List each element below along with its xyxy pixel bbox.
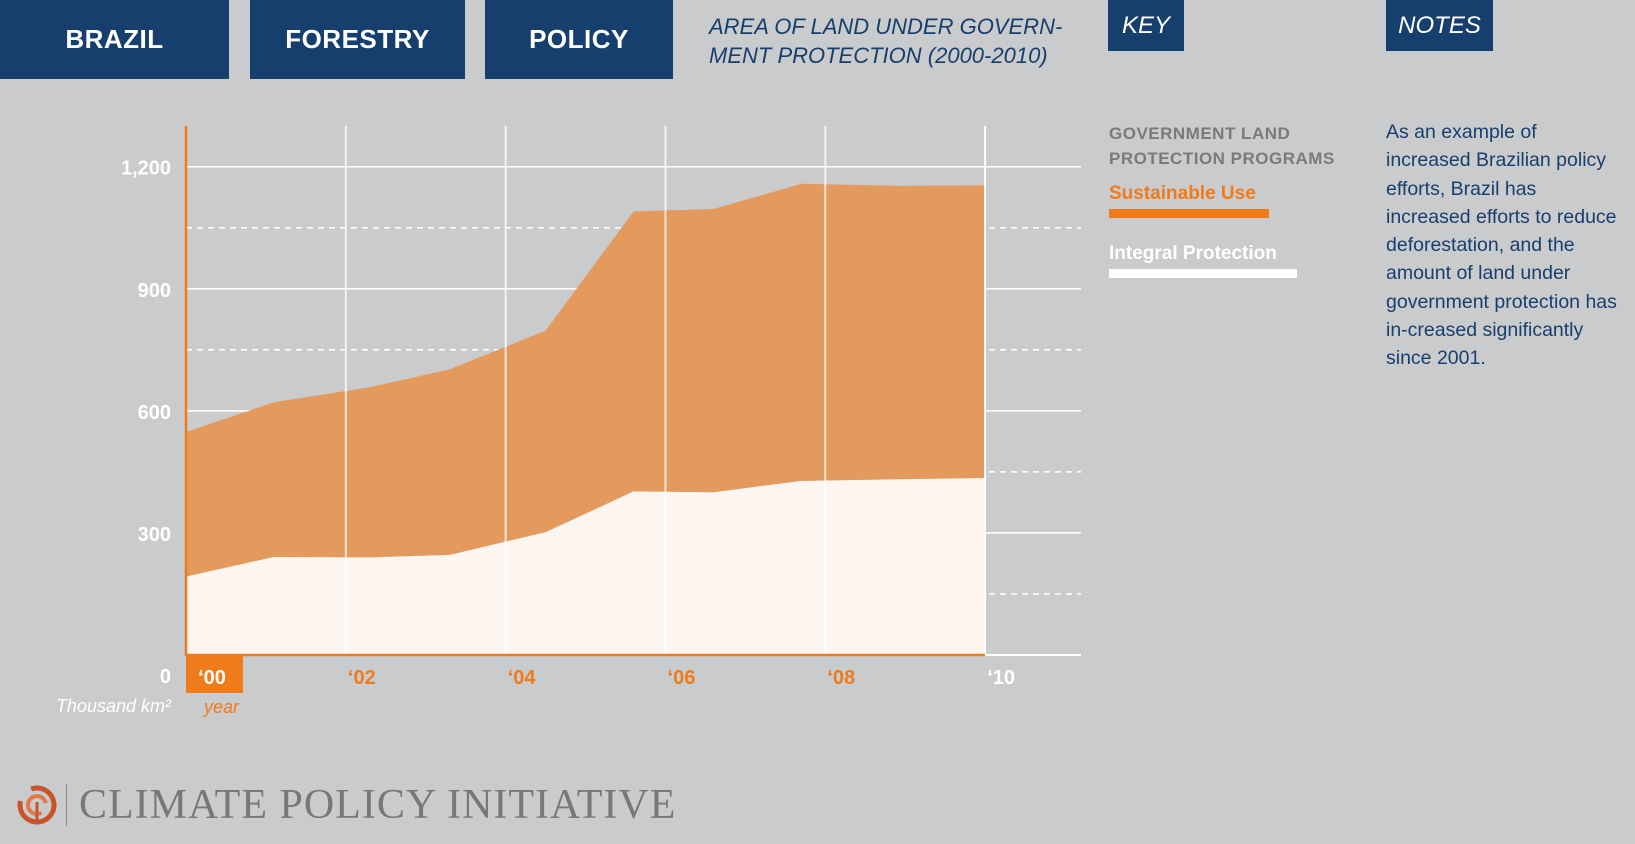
x-tick-highlight [186,655,243,693]
tab-brazil[interactable]: BRAZIL [0,0,229,79]
logo-text: CLIMATE POLICY INITIATIVE [79,782,677,828]
y-tick-label: 600 [138,402,171,424]
logo-mark-icon [17,785,57,825]
area-chart: 0 300 600 900 1,200 ‘00 ‘02 ‘04 ‘06 ‘08 ‘10 Thousan… [56,126,1081,717]
notes-text: As an example of increased Brazilian pol… [1386,121,1617,370]
tab-forestry[interactable]: FORESTRY [250,0,465,79]
x-tick-label: ‘04 [508,667,537,689]
key-item-integral-protection: Integral Protection [1109,243,1297,278]
chart-title: AREA OF LAND UNDER GOVERN-MENT PROTECTIO… [709,14,1063,68]
y-tick-label: 900 [138,280,171,302]
logo-separator [66,784,67,826]
key-label: KEY [1108,0,1184,51]
logo: CLIMATE POLICY INITIATIVE [16,780,676,830]
y-tick-label: 1,200 [121,158,171,180]
notes-label: NOTES [1386,0,1493,51]
x-axis-label: year [202,697,240,717]
x-tick-label: ‘10 [987,667,1015,689]
y-tick-label: 0 [160,666,171,688]
y-tick-label: 300 [138,524,171,546]
integral-protection-swatch [1109,269,1297,278]
area-sustainable-use [186,183,986,577]
y-axis-label: Thousand km² [56,696,172,716]
x-tick-label: ‘08 [827,667,855,689]
x-tick-label: ‘00 [198,667,226,689]
tab-policy[interactable]: POLICY [485,0,673,79]
key-item-label: Integral Protection [1109,243,1277,264]
key-item-label: Sustainable Use [1109,183,1256,204]
x-tick-label: ‘02 [348,667,376,689]
key-item-sustainable-use: Sustainable Use [1109,183,1269,218]
sustainable-use-swatch [1109,209,1269,218]
x-tick-label: ‘06 [668,667,696,689]
area-integral-protection [186,477,986,655]
key-heading: GOVERNMENT LAND PROTECTION PROGRAMS [1109,124,1335,168]
